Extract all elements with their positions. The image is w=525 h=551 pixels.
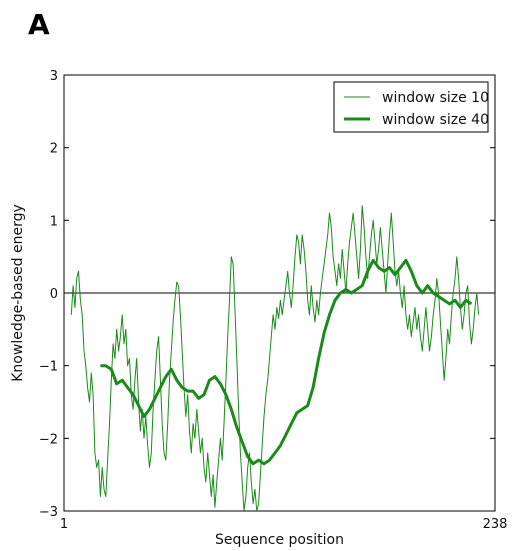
y-tick-label: 2 xyxy=(50,142,58,157)
y-tick-label: 0 xyxy=(50,287,58,302)
x-axis-label: Sequence position xyxy=(215,532,344,548)
y-axis-label: Knowledge-based energy xyxy=(10,204,26,382)
legend-box xyxy=(333,81,489,133)
panel-label: A xyxy=(28,8,50,41)
x-tick-label: 1 xyxy=(60,517,68,532)
y-tick-label: −2 xyxy=(39,432,58,447)
y-tick-label: 3 xyxy=(50,69,58,84)
legend-entry-1: window size 10 xyxy=(382,90,489,106)
y-tick-label: −1 xyxy=(39,360,58,375)
x-tick-label: 238 xyxy=(483,517,508,532)
series-line-2 xyxy=(100,258,473,466)
y-tick-label: −3 xyxy=(39,505,58,520)
series-line-1 xyxy=(70,205,480,511)
y-tick-label: 1 xyxy=(50,214,58,229)
legend-entry-2: window size 40 xyxy=(382,112,489,128)
